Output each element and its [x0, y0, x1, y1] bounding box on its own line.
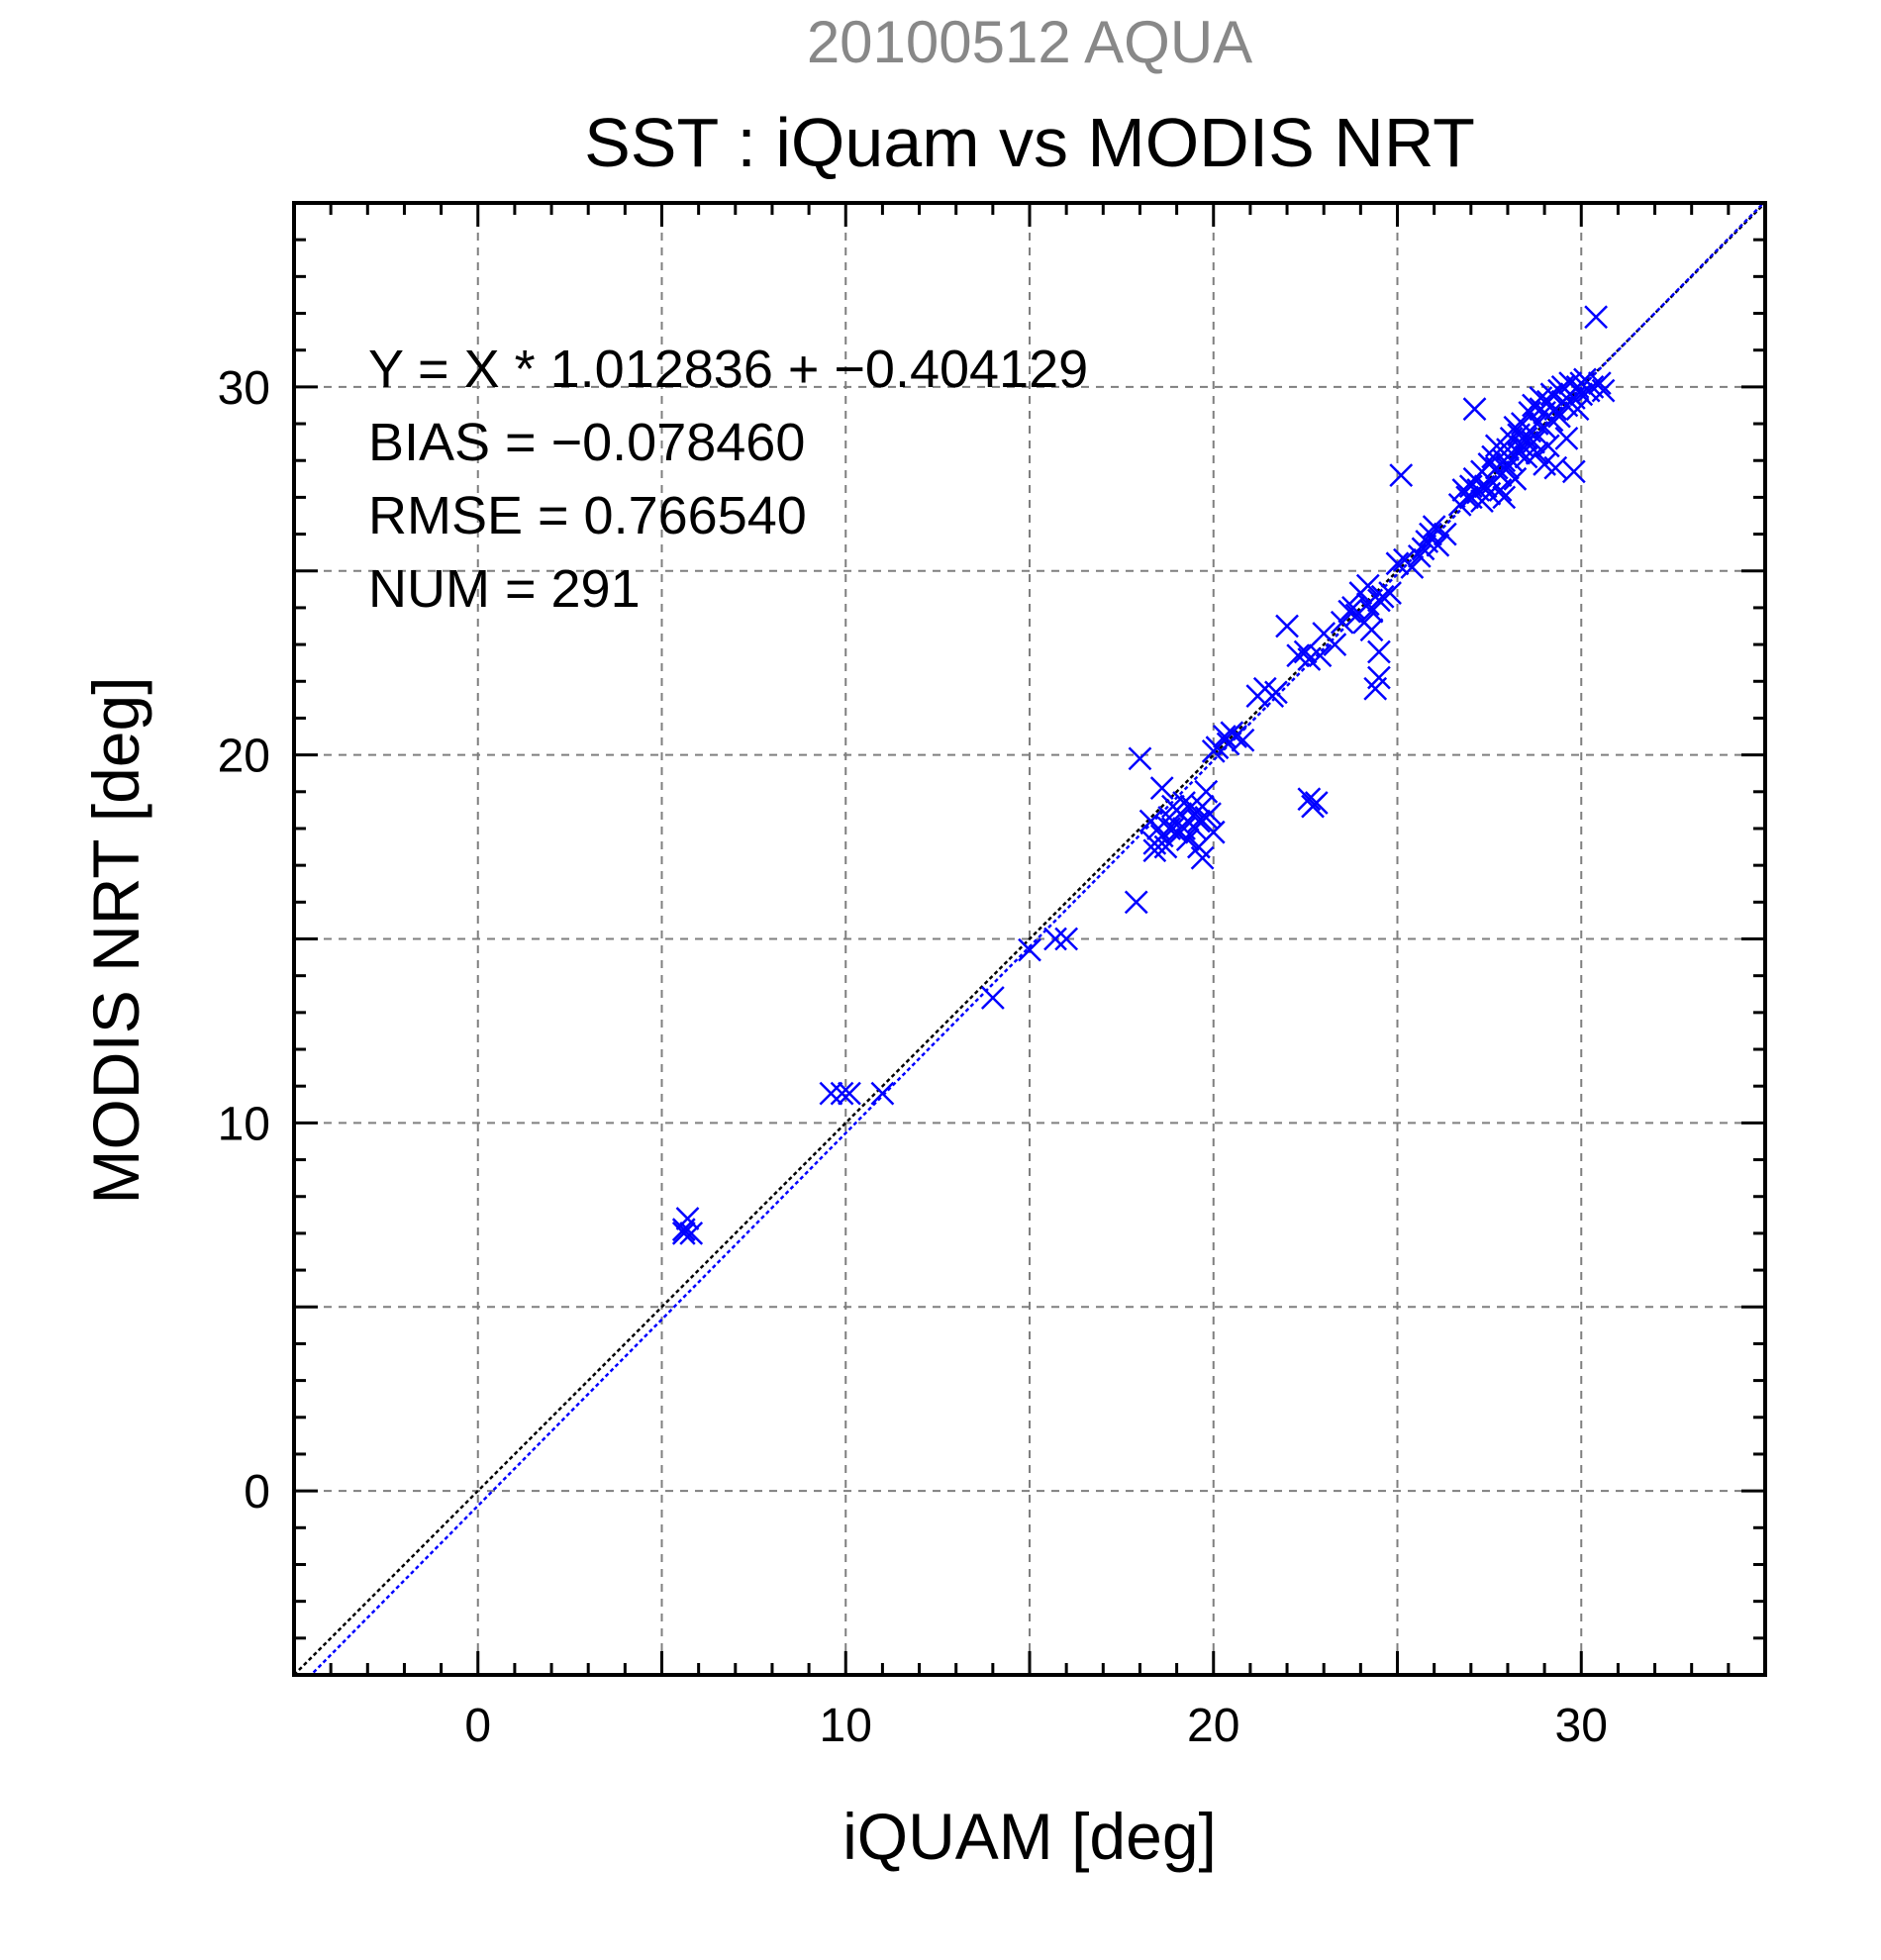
data-point: [1355, 573, 1380, 598]
data-point: [1293, 639, 1318, 664]
y-tick-label: 30: [218, 362, 270, 415]
data-point: [1433, 522, 1457, 546]
data-point: [1124, 890, 1148, 915]
data-point: [870, 1081, 895, 1106]
chart-suptitle: 20100512 AQUA: [807, 9, 1252, 75]
data-point: [1488, 478, 1513, 502]
data-point: [1422, 515, 1446, 539]
data-point: [1043, 927, 1067, 951]
data-point: [1539, 382, 1564, 407]
stats-num: NUM = 291: [368, 559, 641, 619]
data-point: [819, 1081, 843, 1106]
data-point: [1264, 680, 1288, 705]
data-point: [1304, 791, 1329, 815]
data-point: [1149, 776, 1174, 800]
data-point: [830, 1081, 854, 1106]
data-point: [1411, 537, 1436, 561]
data-point: [1323, 633, 1347, 656]
x-tick-label: 0: [464, 1700, 491, 1752]
data-point: [1341, 596, 1365, 620]
x-tick-label: 20: [1187, 1700, 1239, 1752]
data-point: [1561, 459, 1586, 484]
data-point: [1426, 533, 1450, 557]
data-point: [1569, 382, 1594, 407]
x-tick-labels: 0 10 20 30: [464, 1700, 1608, 1752]
data-point: [679, 1222, 704, 1245]
data-point: [1496, 455, 1520, 480]
data-point: [1297, 787, 1322, 812]
data-point: [1359, 599, 1384, 624]
data-point: [1275, 614, 1299, 638]
data-point: [1543, 455, 1568, 480]
data-point: [838, 1081, 861, 1106]
data-point: [1503, 466, 1528, 491]
data-point: [1330, 610, 1354, 635]
data-point: [1565, 397, 1590, 422]
data-point: [1587, 371, 1612, 396]
data-point: [1231, 728, 1255, 752]
data-point: [1367, 665, 1391, 690]
data-point: [1175, 828, 1200, 852]
data-point: [1591, 378, 1616, 403]
stats-rmse: RMSE = 0.766540: [368, 486, 807, 545]
data-point: [1194, 779, 1219, 804]
data-point: [1359, 618, 1384, 642]
grid-lines: [294, 203, 1765, 1675]
data-point: [1492, 485, 1517, 510]
stats-fit-equation: Y = X * 1.012836 + −0.404129: [368, 340, 1088, 399]
data-point: [671, 1222, 696, 1245]
data-point: [1507, 441, 1531, 465]
data-point: [1525, 412, 1549, 436]
data-point: [1400, 555, 1425, 579]
data-point: [1018, 937, 1041, 962]
data-point: [1190, 845, 1215, 870]
data-point: [1378, 581, 1402, 605]
y-tick-label: 20: [218, 731, 270, 783]
data-point: [1213, 725, 1237, 748]
x-axis-label: iQUAM [deg]: [842, 1800, 1217, 1873]
data-point: [1389, 463, 1414, 487]
data-point: [1473, 474, 1498, 499]
x-tick-label: 10: [820, 1700, 872, 1752]
stats-box: Y = X * 1.012836 + −0.404129 BIAS = −0.0…: [368, 340, 1088, 619]
stats-bias: BIAS = −0.078460: [368, 413, 805, 472]
y-tick-label: 10: [218, 1098, 270, 1150]
data-point: [1535, 434, 1560, 458]
data-point: [1198, 802, 1222, 826]
data-point: [1201, 820, 1226, 844]
data-point: [1407, 543, 1432, 568]
data-point: [671, 1218, 696, 1242]
plot-frame: [292, 201, 1767, 1677]
chart-title: SST : iQuam vs MODIS NRT: [584, 104, 1475, 181]
data-point: [1367, 639, 1391, 664]
data-point: [1308, 643, 1333, 668]
data-point: [1187, 809, 1211, 833]
data-point: [1153, 834, 1178, 859]
data-point: [1462, 397, 1487, 422]
data-markers: [671, 305, 1616, 1245]
data-point: [1385, 551, 1410, 576]
data-point: [1224, 725, 1247, 748]
data-point: [1584, 305, 1608, 330]
regression-fit-line: [309, 203, 1765, 1675]
data-point: [980, 986, 1005, 1010]
y-tick-labels: 0 10 20 30: [218, 362, 270, 1519]
data-point: [1547, 404, 1571, 429]
data-point: [1370, 584, 1395, 609]
data-point: [1128, 746, 1152, 771]
data-point: [1054, 927, 1079, 951]
y-axis-label: MODIS NRT [deg]: [79, 676, 152, 1204]
y-tick-label: 0: [244, 1466, 270, 1519]
data-point: [1525, 441, 1549, 465]
data-point: [1554, 427, 1579, 450]
data-point: [1514, 427, 1538, 450]
x-tick-label: 30: [1555, 1700, 1608, 1752]
